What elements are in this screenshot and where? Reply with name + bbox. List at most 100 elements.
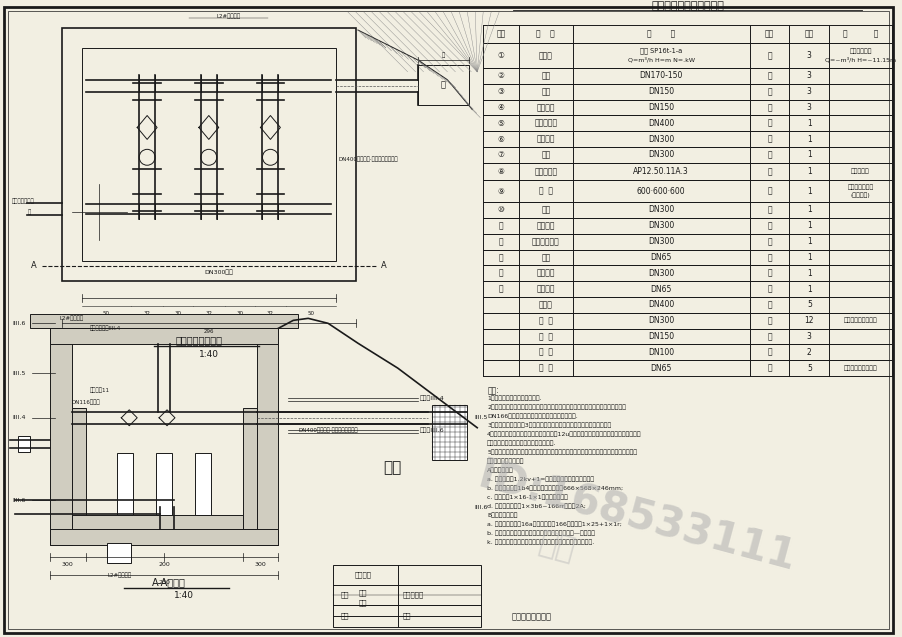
- Text: 审定: 审定: [341, 591, 349, 598]
- Text: 只: 只: [768, 206, 772, 215]
- Text: 30: 30: [236, 311, 244, 316]
- Bar: [61, 28, 356, 280]
- Text: b. 电控箱柜体为1b4不锈钢，外序尺寸为666×568×246mm;: b. 电控箱柜体为1b4不锈钢，外序尺寸为666×568×246mm;: [487, 485, 623, 491]
- Text: 审定: 审定: [359, 589, 367, 596]
- Text: 只: 只: [768, 150, 772, 159]
- Text: DN65: DN65: [650, 364, 672, 373]
- Text: 12: 12: [805, 316, 815, 325]
- Text: 5: 5: [807, 364, 812, 373]
- Text: IIII.5: IIII.5: [474, 415, 488, 420]
- Text: 米: 米: [768, 316, 772, 325]
- Text: 只: 只: [768, 269, 772, 278]
- Text: IIII.6: IIII.6: [12, 497, 25, 503]
- Text: 钢  管: 钢 管: [538, 364, 553, 373]
- Text: 内壁带充填防水: 内壁带充填防水: [847, 184, 874, 190]
- Text: 米: 米: [768, 364, 772, 373]
- Text: ⑥: ⑥: [498, 134, 504, 143]
- Text: L2#槽钢支架: L2#槽钢支架: [60, 315, 84, 321]
- Text: DN150: DN150: [649, 103, 674, 112]
- Text: ⑬: ⑬: [499, 253, 503, 262]
- Text: 设计: 设计: [402, 612, 411, 619]
- Bar: [432, 405, 467, 459]
- Text: ⑭: ⑭: [499, 269, 503, 278]
- Text: 台: 台: [768, 167, 772, 176]
- Text: 1、本图尺寸单位：均以毫米计.: 1、本图尺寸单位：均以毫米计.: [487, 396, 542, 401]
- Bar: [336, 28, 356, 280]
- Text: 防水套管: 防水套管: [537, 269, 555, 278]
- Text: 变水位IIII.6: 变水位IIII.6: [419, 427, 444, 433]
- Text: DN300: DN300: [648, 206, 675, 215]
- Text: 米: 米: [768, 332, 772, 341]
- Text: 1: 1: [807, 134, 812, 143]
- Text: 电气支接、设置如下：: 电气支接、设置如下：: [487, 459, 525, 464]
- Text: 1: 1: [807, 187, 812, 196]
- Bar: [243, 408, 256, 529]
- Text: 32: 32: [267, 311, 274, 316]
- Text: a. 控制时，必须将16a，电灵总长在166线以上为1×25+1×1r;: a. 控制时，必须将16a，电灵总长在166线以上为1×25+1×1r;: [487, 521, 622, 527]
- Text: 大: 大: [28, 209, 32, 215]
- Text: A: A: [381, 261, 387, 270]
- Bar: [107, 543, 131, 563]
- Text: A: A: [31, 261, 37, 270]
- Text: 建设单位: 建设单位: [354, 571, 372, 578]
- Text: a. 控制方式为1.2kv+1=控三，自控（时控）、手控；: a. 控制方式为1.2kv+1=控三，自控（时控）、手控；: [487, 476, 594, 482]
- Text: 只: 只: [768, 285, 772, 294]
- Text: 知乎: 知乎: [536, 528, 578, 566]
- Text: 叠水送水泵平面图: 叠水送水泵平面图: [175, 335, 223, 345]
- Text: 1: 1: [807, 253, 812, 262]
- Text: 附空着方采: 附空着方采: [534, 167, 557, 176]
- Text: DN300: DN300: [648, 316, 675, 325]
- Bar: [333, 565, 481, 627]
- Bar: [61, 261, 356, 280]
- Text: ⑧: ⑧: [498, 167, 504, 176]
- Text: B、动力电缆电灵: B、动力电缆电灵: [487, 512, 518, 518]
- Text: DN100: DN100: [649, 348, 674, 357]
- Text: 叠水泵组11: 叠水泵组11: [89, 387, 109, 393]
- Text: 5: 5: [807, 301, 812, 310]
- Text: 3: 3: [807, 71, 812, 80]
- Text: DN300: DN300: [648, 150, 675, 159]
- Text: 3: 3: [807, 87, 812, 96]
- Text: 蝶阀: 蝶阀: [541, 253, 550, 262]
- Text: ⑤: ⑤: [498, 118, 504, 128]
- Text: 200: 200: [158, 562, 170, 568]
- Bar: [117, 452, 133, 515]
- Text: 300: 300: [61, 562, 73, 568]
- Text: 序号: 序号: [496, 29, 506, 38]
- Text: 米: 米: [768, 348, 772, 357]
- Text: 1: 1: [807, 237, 812, 246]
- Text: ㎜: ㎜: [442, 52, 445, 58]
- Text: 钢  管: 钢 管: [538, 332, 553, 341]
- Text: 内湖: 内湖: [383, 460, 402, 475]
- Text: 只: 只: [768, 253, 772, 262]
- Text: 230: 230: [158, 580, 170, 585]
- Text: 另见第二页: 另见第二页: [851, 169, 870, 174]
- Bar: [71, 408, 86, 529]
- Text: 系统接头: 系统接头: [537, 221, 555, 231]
- Text: 接管: 接管: [541, 71, 550, 80]
- Bar: [243, 408, 256, 529]
- Text: k. 建工中应与户外管道结外用版条实执行，其次详图，从按图.: k. 建工中应与户外管道结外用版条实执行，其次详图，从按图.: [487, 539, 594, 545]
- Text: 系统接头: 系统接头: [537, 103, 555, 112]
- Text: DN400大径，另·见外泡叠水示意图: DN400大径，另·见外泡叠水示意图: [299, 427, 358, 433]
- Bar: [195, 452, 211, 515]
- Text: 296: 296: [204, 329, 214, 334]
- Text: 另见技术方案: 另见技术方案: [850, 48, 871, 54]
- Text: 只: 只: [768, 87, 772, 96]
- Text: DN166采用水泥管，控水图房送外排为无缝钢管.: DN166采用水泥管，控水图房送外排为无缝钢管.: [487, 414, 578, 419]
- Text: DN150: DN150: [649, 87, 674, 96]
- Text: IIII.4: IIII.4: [12, 415, 25, 420]
- Text: 迭水送水泵设计图: 迭水送水泵设计图: [512, 612, 552, 621]
- Bar: [61, 28, 81, 280]
- Text: 300: 300: [254, 562, 266, 568]
- Text: DN300: DN300: [648, 134, 675, 143]
- Text: d. 更电压、电流为1×3b6~166rr，各台2A;: d. 更电压、电流为1×3b6~166rr，各台2A;: [487, 503, 586, 509]
- Text: 潜水泵: 潜水泵: [538, 51, 553, 60]
- Text: L2#槽钢支架: L2#槽钢支架: [107, 572, 132, 578]
- Text: ①: ①: [498, 51, 504, 60]
- Text: b. 动力电灵强主入口过路至闸电灵动段处数量型号—及以内；: b. 动力电灵强主入口过路至闸电灵动段处数量型号—及以内；: [487, 530, 595, 536]
- Text: ④: ④: [498, 103, 504, 112]
- Text: DN300: DN300: [648, 237, 675, 246]
- Text: 1: 1: [807, 118, 812, 128]
- Text: 1: 1: [807, 206, 812, 215]
